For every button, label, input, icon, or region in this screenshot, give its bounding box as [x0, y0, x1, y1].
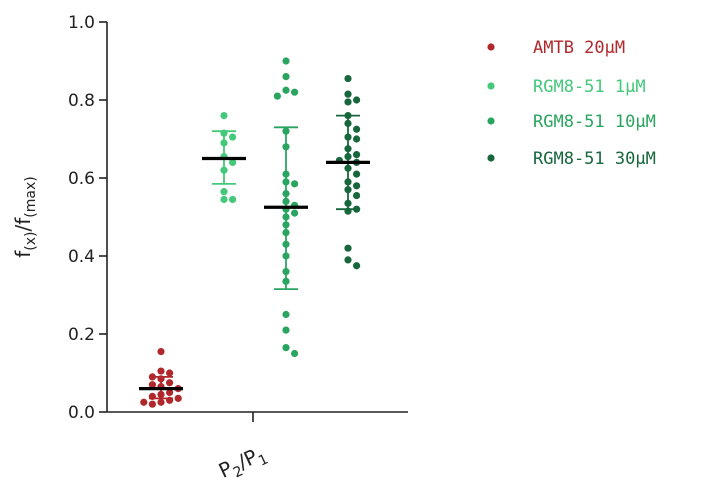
legend-marker [487, 154, 495, 162]
y-axis-title-sub1: (x) [23, 231, 39, 250]
legend-label: RGM8-51 30µM [533, 149, 656, 169]
data-point [148, 381, 156, 389]
y-axis-title-sub2: (max) [23, 176, 39, 217]
data-point [282, 310, 290, 319]
data-point [353, 182, 361, 190]
legend-marker [487, 82, 495, 90]
data-point [157, 367, 165, 375]
data-point [140, 398, 148, 406]
data-point [353, 135, 361, 143]
legend: AMTB 20µM RGM8-51 1µM RGM8-51 10µM RGM8-51 … [487, 38, 656, 169]
series-group [202, 112, 246, 204]
data-point [282, 57, 290, 65]
data-point [166, 388, 174, 397]
data-point [220, 195, 228, 204]
data-point [291, 88, 299, 96]
data-point [220, 112, 228, 120]
plot-area [139, 57, 370, 408]
data-point [353, 191, 361, 200]
y-tick-label: 0.6 [68, 169, 95, 189]
data-point [166, 369, 174, 377]
data-point [353, 151, 361, 159]
data-point [344, 74, 352, 83]
data-point [344, 256, 352, 264]
data-point [353, 96, 361, 104]
data-point [291, 349, 299, 358]
y-tick-label: 0.8 [68, 91, 95, 111]
data-point [273, 92, 281, 100]
x-axis-title: P2/P1 [215, 440, 271, 486]
legend-label: RGM8-51 10µM [533, 112, 656, 132]
y-axis-title-sep: /f [11, 217, 35, 232]
series-group [264, 57, 308, 358]
data-point [344, 90, 352, 98]
legend-marker [487, 117, 495, 125]
data-point [174, 394, 182, 402]
data-point [291, 209, 299, 217]
legend-label: AMTB 20µM [533, 38, 625, 58]
axes [106, 22, 408, 422]
data-point [291, 180, 299, 188]
data-point [229, 195, 237, 204]
data-point [353, 125, 361, 133]
y-axis-title: f(x)/f(max) [11, 176, 39, 257]
data-point [282, 344, 290, 352]
data-point [353, 170, 361, 178]
data-point [157, 347, 165, 356]
data-point [148, 400, 156, 408]
y-tick-label: 0.4 [68, 247, 95, 267]
series-group [326, 74, 370, 270]
y-tick-label: 0.2 [68, 325, 95, 345]
legend-marker [487, 43, 495, 51]
y-ticks: 0.0 0.2 0.4 0.6 0.8 1.0 [68, 13, 107, 423]
data-point [282, 73, 290, 81]
data-point [344, 244, 352, 252]
data-point [282, 326, 290, 334]
y-tick-label: 0.0 [68, 403, 95, 423]
data-point [229, 133, 237, 141]
y-axis-title-main: f [11, 250, 35, 258]
series-group [139, 347, 183, 408]
data-point [157, 398, 165, 406]
y-tick-label: 1.0 [68, 13, 95, 33]
data-point [353, 262, 361, 270]
data-point [229, 158, 237, 166]
data-point [166, 379, 174, 387]
legend-label: RGM8-51 1µM [533, 77, 646, 97]
data-point [220, 188, 228, 196]
data-point [282, 86, 290, 94]
data-point [344, 98, 352, 106]
